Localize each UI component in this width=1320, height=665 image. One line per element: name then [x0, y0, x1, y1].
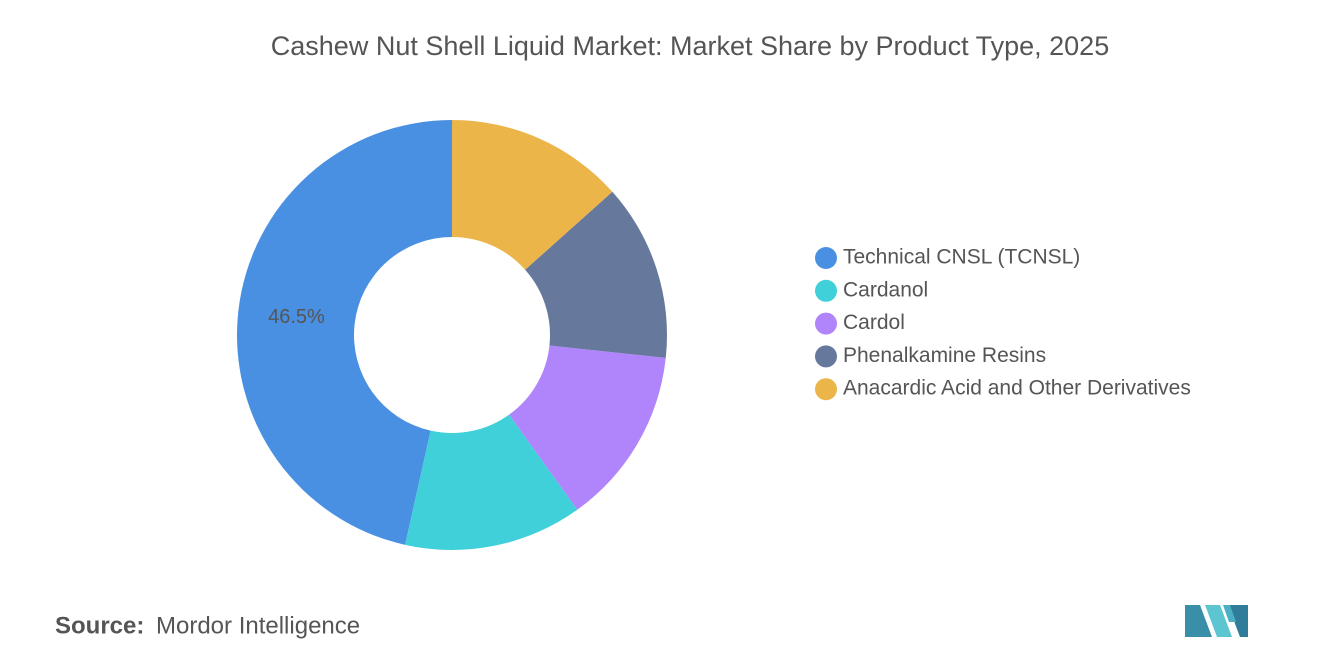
slice: [237, 120, 452, 545]
legend-marker: [815, 345, 837, 368]
chart-title: Cashew Nut Shell Liquid Market: Market S…: [271, 31, 1109, 61]
slice: [525, 191, 667, 358]
slice: [509, 345, 666, 510]
legend-marker: [815, 279, 837, 302]
legend-marker: [815, 247, 837, 269]
slice: [405, 414, 578, 550]
value-label: 46.5%: [268, 306, 325, 328]
source-label: Source:: [55, 612, 144, 639]
source-text: Mordor Intelligence: [156, 612, 360, 639]
legend-marker: [815, 312, 837, 335]
slice: [452, 120, 613, 270]
logo: [1185, 605, 1248, 637]
legend-marker: [815, 378, 837, 401]
legend-label: Phenalkamine Resins: [843, 344, 1046, 367]
legend-label: Cardol: [843, 311, 905, 334]
legend-label: Technical CNSL (TCNSL): [843, 246, 1080, 269]
legend-label: Anacardic Acid and Other Derivatives: [843, 377, 1191, 400]
legend-label: Cardanol: [843, 278, 928, 301]
